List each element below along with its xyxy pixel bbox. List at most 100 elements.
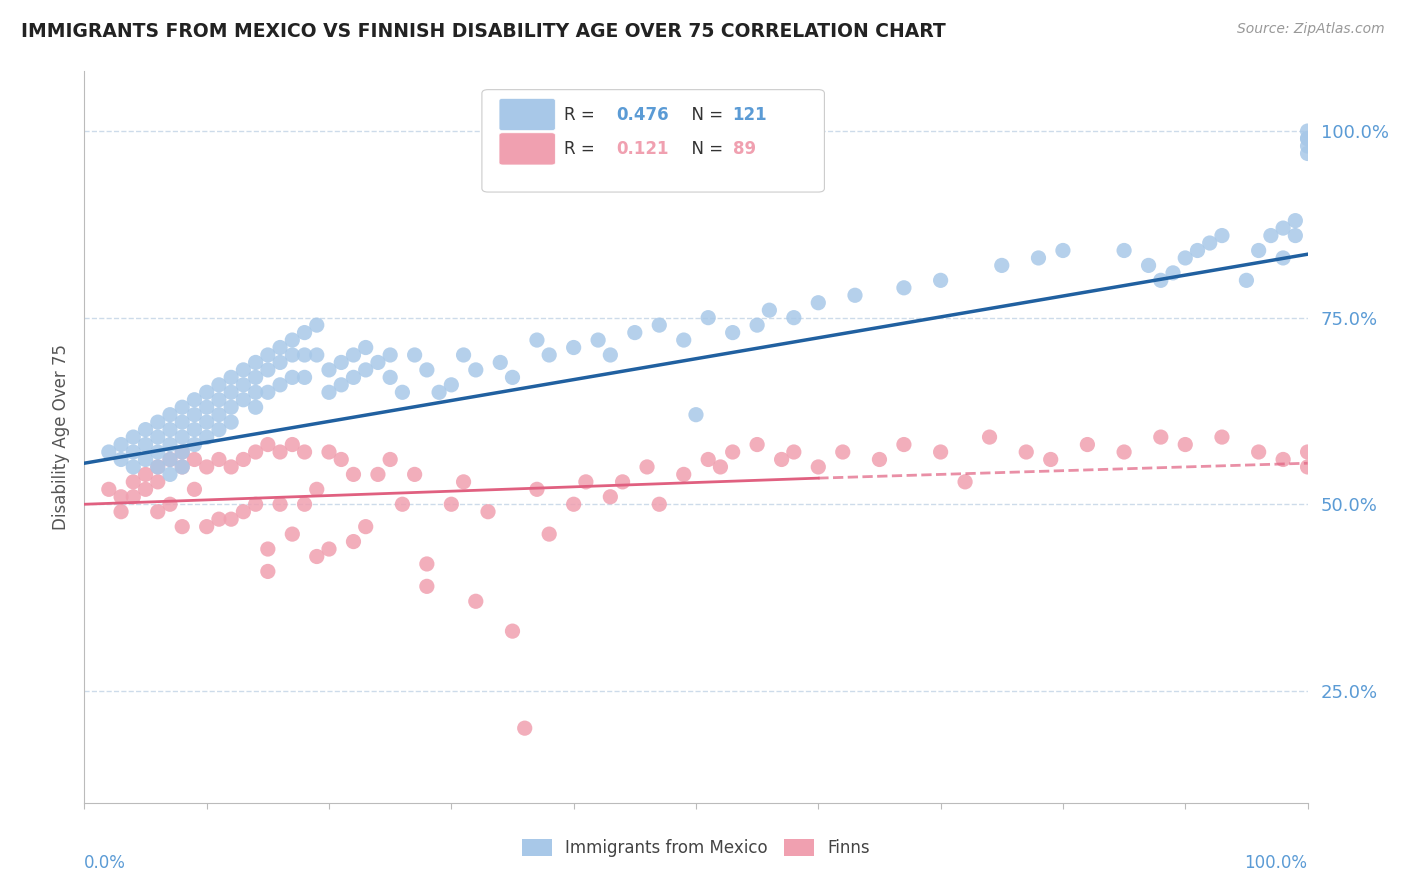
Point bbox=[624, 326, 647, 340]
Point bbox=[1284, 213, 1306, 227]
Point bbox=[1272, 221, 1295, 235]
Point bbox=[893, 281, 915, 295]
Point bbox=[342, 467, 364, 482]
Point bbox=[159, 452, 181, 467]
Point bbox=[219, 401, 242, 415]
Point bbox=[172, 519, 194, 533]
Point bbox=[404, 467, 426, 482]
Point bbox=[330, 452, 353, 467]
Point bbox=[318, 445, 340, 459]
Point bbox=[195, 385, 218, 400]
Point bbox=[122, 430, 145, 444]
Point bbox=[208, 423, 231, 437]
Point bbox=[172, 401, 194, 415]
Point bbox=[245, 385, 267, 400]
Point bbox=[1296, 131, 1319, 145]
Point bbox=[208, 377, 231, 392]
Point bbox=[502, 624, 524, 639]
Point bbox=[159, 437, 181, 451]
Point bbox=[1236, 273, 1258, 287]
Point bbox=[146, 415, 169, 429]
Point bbox=[354, 519, 377, 533]
Point bbox=[648, 318, 671, 332]
Text: 0.0%: 0.0% bbox=[84, 854, 127, 872]
Point bbox=[489, 355, 512, 369]
Point bbox=[245, 370, 267, 384]
Point bbox=[183, 392, 205, 407]
Point bbox=[146, 505, 169, 519]
Text: 89: 89 bbox=[733, 140, 756, 158]
Point bbox=[269, 355, 291, 369]
Point bbox=[159, 452, 181, 467]
Point bbox=[195, 415, 218, 429]
Point bbox=[1161, 266, 1184, 280]
Point bbox=[294, 326, 316, 340]
Point bbox=[929, 445, 952, 459]
Point bbox=[807, 295, 830, 310]
Point bbox=[172, 415, 194, 429]
Point bbox=[245, 355, 267, 369]
Point bbox=[146, 445, 169, 459]
Point bbox=[1211, 228, 1233, 243]
Point bbox=[122, 445, 145, 459]
Point bbox=[172, 430, 194, 444]
Point bbox=[135, 452, 157, 467]
Point bbox=[269, 377, 291, 392]
Point bbox=[758, 303, 780, 318]
Point bbox=[269, 341, 291, 355]
Point bbox=[294, 348, 316, 362]
Point bbox=[146, 459, 169, 474]
Point bbox=[342, 348, 364, 362]
Point bbox=[281, 527, 304, 541]
Point bbox=[269, 445, 291, 459]
Point bbox=[195, 459, 218, 474]
Point bbox=[747, 437, 769, 451]
Point bbox=[440, 377, 463, 392]
Point bbox=[159, 408, 181, 422]
Point bbox=[172, 445, 194, 459]
Point bbox=[1028, 251, 1050, 265]
Point bbox=[1211, 430, 1233, 444]
Point bbox=[869, 452, 891, 467]
Point bbox=[1150, 430, 1173, 444]
Point bbox=[380, 452, 402, 467]
Point bbox=[562, 341, 585, 355]
Point bbox=[979, 430, 1001, 444]
Point bbox=[783, 445, 806, 459]
Point bbox=[391, 497, 413, 511]
Point bbox=[1284, 228, 1306, 243]
Point bbox=[1296, 146, 1319, 161]
Point bbox=[1052, 244, 1074, 258]
Point bbox=[893, 437, 915, 451]
Point bbox=[538, 348, 561, 362]
Text: R =: R = bbox=[564, 140, 605, 158]
Point bbox=[97, 445, 120, 459]
Point bbox=[146, 430, 169, 444]
Point bbox=[110, 490, 132, 504]
Text: Source: ZipAtlas.com: Source: ZipAtlas.com bbox=[1237, 22, 1385, 37]
Point bbox=[172, 459, 194, 474]
Point bbox=[318, 385, 340, 400]
Point bbox=[110, 505, 132, 519]
Point bbox=[1296, 124, 1319, 138]
Point bbox=[122, 490, 145, 504]
Point bbox=[1187, 244, 1209, 258]
Point bbox=[97, 483, 120, 497]
Point bbox=[305, 483, 328, 497]
Point bbox=[416, 557, 439, 571]
Point bbox=[747, 318, 769, 332]
Point bbox=[318, 363, 340, 377]
Point bbox=[232, 505, 254, 519]
Point bbox=[318, 542, 340, 557]
Point bbox=[538, 527, 561, 541]
Point bbox=[245, 445, 267, 459]
Point bbox=[305, 348, 328, 362]
Point bbox=[257, 348, 280, 362]
Y-axis label: Disability Age Over 75: Disability Age Over 75 bbox=[52, 344, 70, 530]
Point bbox=[672, 333, 695, 347]
Point bbox=[232, 363, 254, 377]
Point bbox=[416, 579, 439, 593]
FancyBboxPatch shape bbox=[482, 90, 824, 192]
Point bbox=[1150, 273, 1173, 287]
Point bbox=[183, 437, 205, 451]
